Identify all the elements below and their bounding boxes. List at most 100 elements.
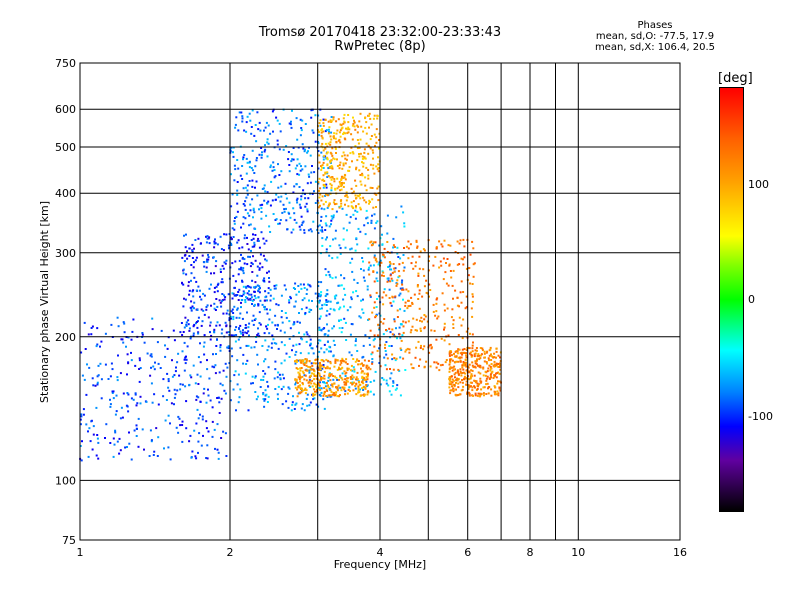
data-point-o (107, 378, 110, 380)
data-point-o (282, 148, 285, 151)
data-point-x (460, 257, 463, 260)
data-point-x (365, 378, 367, 381)
data-point-x (416, 329, 418, 332)
data-point-x (430, 329, 433, 332)
data-point-x (364, 157, 367, 160)
data-point-o (271, 110, 274, 113)
data-point-x (458, 242, 461, 245)
data-point-x (341, 357, 344, 360)
data-point-o (84, 348, 87, 350)
data-point-x (435, 246, 438, 249)
data-point-x (391, 295, 394, 298)
data-point-x (368, 273, 371, 276)
data-point-o (317, 150, 320, 152)
data-point-x (368, 318, 371, 321)
data-point-o (89, 440, 92, 443)
data-point-o (135, 435, 138, 437)
data-point-x (344, 157, 347, 160)
data-point-x (356, 124, 359, 127)
data-point-o (209, 324, 212, 327)
data-point-o (292, 228, 295, 231)
data-point-o (105, 423, 108, 426)
data-point-o (220, 437, 223, 439)
data-point-x (327, 142, 330, 145)
data-point-o (356, 295, 359, 298)
data-point-x (451, 389, 454, 392)
data-point-o (194, 382, 197, 385)
data-point-x (363, 151, 366, 154)
data-point-o (326, 340, 329, 343)
data-point-o (202, 309, 205, 312)
data-point-o (135, 404, 138, 407)
data-point-o (385, 379, 388, 382)
data-point-x (340, 127, 343, 130)
data-point-o (223, 233, 226, 236)
data-point-o (384, 364, 387, 367)
data-point-o (92, 433, 95, 436)
data-point-o (197, 417, 200, 420)
data-point-o (308, 371, 311, 374)
data-point-o (361, 356, 364, 359)
data-point-x (343, 370, 346, 373)
data-point-o (173, 403, 175, 406)
data-point-x (320, 364, 323, 367)
data-point-o (353, 370, 356, 373)
data-point-o (216, 338, 218, 341)
data-point-x (388, 261, 391, 263)
data-point-o (254, 259, 257, 262)
data-point-x (328, 203, 331, 206)
data-point-x (371, 311, 374, 314)
data-point-o (116, 376, 119, 379)
data-point-o (357, 227, 360, 230)
data-point-o (188, 247, 191, 250)
data-point-o (288, 170, 291, 173)
data-point-o (205, 457, 208, 459)
data-point-x (427, 269, 430, 272)
data-point-o (97, 457, 100, 460)
data-point-x (451, 369, 454, 372)
data-point-x (377, 199, 380, 202)
data-point-o (382, 378, 385, 381)
data-point-x (497, 392, 500, 395)
data-point-x (355, 196, 358, 199)
data-point-x (493, 363, 496, 366)
data-point-x (320, 359, 323, 362)
data-point-o (97, 364, 100, 367)
data-point-x (347, 388, 350, 391)
data-point-x (312, 373, 315, 376)
data-point-o (327, 167, 330, 170)
data-point-o (193, 323, 196, 326)
data-point-x (333, 203, 336, 206)
data-point-x (329, 161, 332, 164)
data-point-x (495, 393, 498, 396)
data-point-x (350, 187, 353, 190)
data-point-o (263, 305, 266, 308)
data-point-o (97, 441, 100, 444)
data-point-x (342, 177, 345, 179)
data-point-x (334, 362, 337, 364)
data-point-x (352, 152, 355, 155)
data-point-o (156, 455, 159, 457)
data-point-x (452, 387, 455, 390)
data-point-o (232, 312, 235, 314)
data-point-o (308, 311, 311, 313)
data-point-o (207, 253, 209, 256)
data-point-x (350, 146, 353, 149)
data-point-x (420, 344, 422, 347)
data-point-o (292, 147, 295, 149)
data-point-o (303, 333, 306, 336)
data-point-x (462, 263, 465, 266)
data-point-o (246, 285, 249, 288)
data-point-o (230, 205, 233, 208)
data-point-o (167, 380, 170, 383)
data-point-x (344, 393, 346, 396)
data-point-o (266, 401, 269, 403)
data-point-o (247, 298, 250, 301)
data-point-x (319, 119, 322, 122)
data-point-o (91, 448, 94, 451)
data-point-x (417, 272, 420, 275)
data-point-x (391, 353, 394, 356)
data-point-x (335, 391, 338, 394)
data-point-x (365, 384, 368, 386)
data-point-x (490, 359, 493, 361)
